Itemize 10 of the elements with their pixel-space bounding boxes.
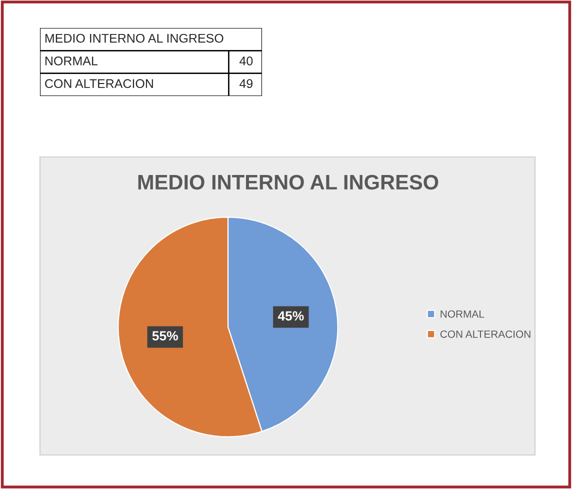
chart-title: MEDIO INTERNO AL INGRESO: [138, 174, 438, 190]
data-label: 55%: [152, 331, 178, 341]
legend-label: NORMAL: [440, 310, 484, 318]
text: 49: [240, 79, 253, 88]
text: MEDIO INTERNO AL INGRESO: [45, 34, 224, 43]
text: 40: [240, 56, 253, 66]
text: CON ALTERACION: [45, 79, 153, 88]
text: NORMAL: [45, 56, 98, 66]
legend-label: CON ALTERACION: [440, 330, 530, 338]
data-label: 45%: [278, 311, 304, 321]
